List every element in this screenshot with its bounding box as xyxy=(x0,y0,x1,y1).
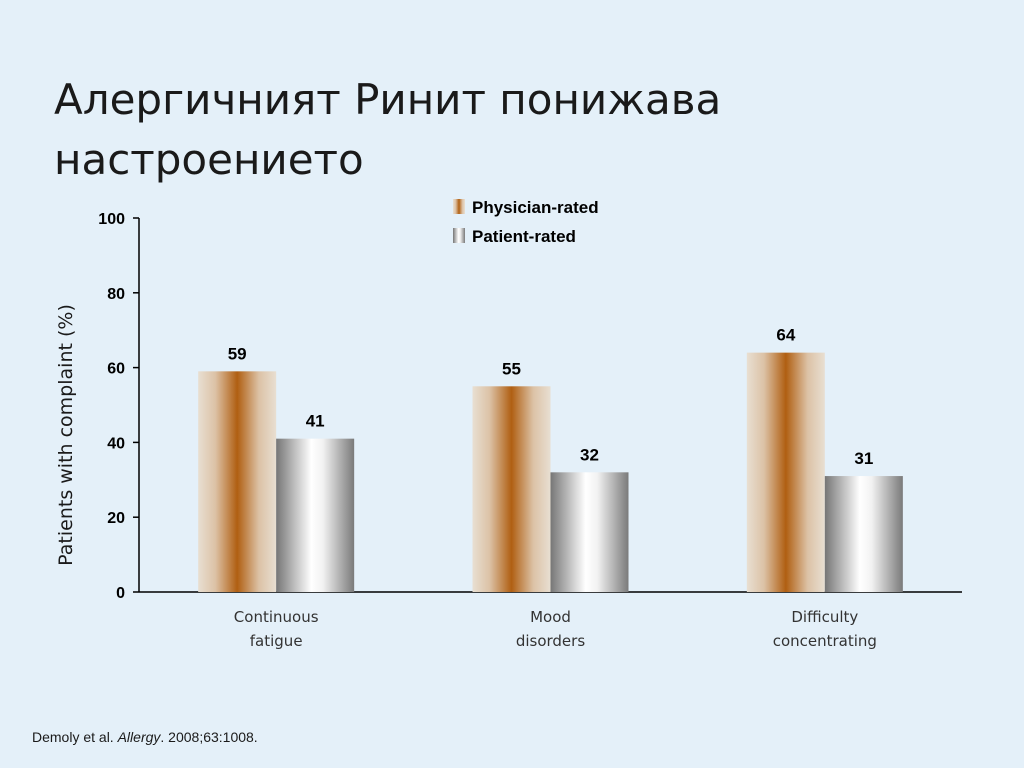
x-category-label: fatigue xyxy=(250,632,303,650)
x-category-label: Continuous xyxy=(234,608,319,626)
bar-value-label: 32 xyxy=(580,445,599,464)
slide-title-line-2: настроението xyxy=(54,135,364,184)
citation-authors: Demoly et al. xyxy=(32,729,114,745)
slide-title: Алергичният Ринит понижава настроението xyxy=(54,70,954,190)
legend-label: Physician-rated xyxy=(472,198,599,217)
axes: 0 20 40 60 80 100 Patients with complaint (%) C… xyxy=(55,211,962,650)
slide-title-line-1: Алергичният Ринит понижава xyxy=(54,75,722,124)
bar-patient-2 xyxy=(824,476,903,592)
x-category-label: Difficulty xyxy=(791,608,858,626)
bar-value-label: 55 xyxy=(502,359,521,378)
y-tick-label: 40 xyxy=(107,435,125,452)
y-tick-label: 100 xyxy=(98,211,125,228)
y-axis-label: Patients with complaint (%) xyxy=(55,304,77,566)
bar-physician-0 xyxy=(198,371,277,592)
y-tick-label: 20 xyxy=(107,510,125,527)
x-category-label: Mood xyxy=(530,608,571,626)
bars xyxy=(198,352,903,592)
bar-value-label: 41 xyxy=(306,412,325,431)
bar-physician-1 xyxy=(472,386,551,592)
legend-swatch-physician xyxy=(453,199,465,214)
bar-patient-1 xyxy=(550,472,629,592)
y-tick-label: 60 xyxy=(107,361,125,378)
legend-label: Patient-rated xyxy=(472,227,576,246)
y-tick-label: 0 xyxy=(116,585,125,602)
bar-value-label: 64 xyxy=(776,326,795,345)
citation: Demoly et al. Allergy. 2008;63:1008. xyxy=(32,729,258,745)
x-category-label: disorders xyxy=(516,632,586,650)
bar-patient-0 xyxy=(276,438,355,592)
legend: Physician-rated Patient-rated xyxy=(453,198,599,246)
citation-journal: Allergy xyxy=(117,729,161,745)
bar-value-label: 59 xyxy=(228,344,247,363)
x-category-label: concentrating xyxy=(773,632,877,650)
citation-details: . 2008;63:1008. xyxy=(160,729,258,745)
bar-value-label: 31 xyxy=(854,449,873,468)
bar-physician-2 xyxy=(746,352,825,592)
data-labels: 59 41 55 32 64 31 xyxy=(228,326,874,468)
legend-swatch-patient xyxy=(453,228,465,243)
y-tick-label: 80 xyxy=(107,286,125,303)
